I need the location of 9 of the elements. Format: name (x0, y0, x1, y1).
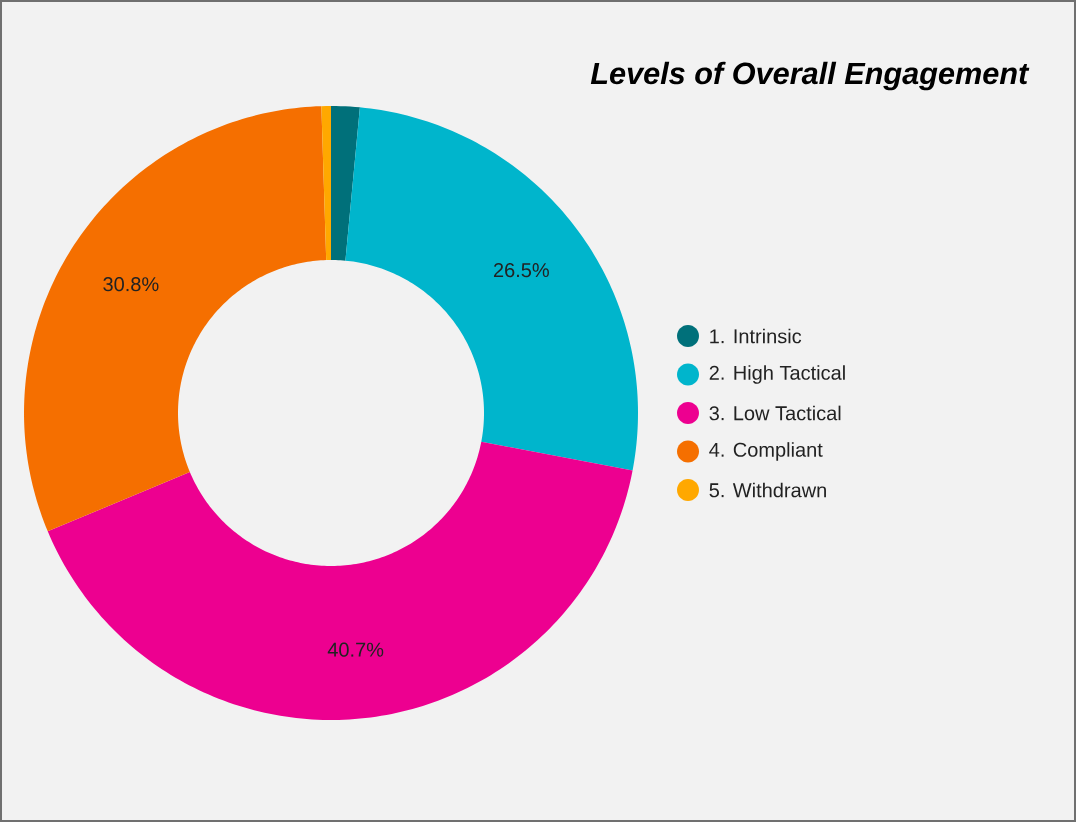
legend-label: 3. Low Tactical (709, 405, 841, 421)
data-label: 26.5% (493, 263, 549, 278)
legend-label: 4. Compliant (709, 442, 823, 461)
data-label: 40.7% (327, 642, 384, 657)
legend-label: 2. High Tactical (709, 365, 845, 384)
data-label: 30.8% (103, 277, 159, 292)
legend-label: 1. Intrinsic (710, 328, 802, 344)
legend-label: 5. Withdrawn (709, 482, 826, 498)
chart-title: Levels of Overall Engagement (590, 61, 1030, 91)
